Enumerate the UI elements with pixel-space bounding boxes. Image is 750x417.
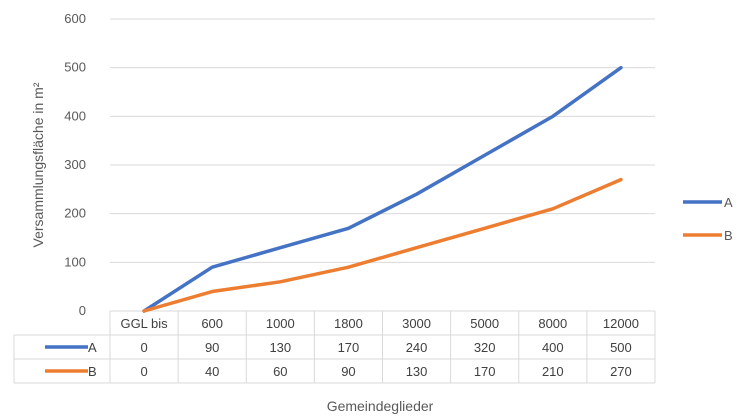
table-cell: 210 bbox=[542, 364, 564, 379]
y-tick-label: 200 bbox=[64, 206, 86, 221]
legend-label: A bbox=[724, 195, 733, 210]
y-tick-label: 100 bbox=[64, 254, 86, 269]
table-cell: 0 bbox=[140, 340, 147, 355]
legend: AB bbox=[683, 195, 733, 243]
table-cell: 270 bbox=[610, 364, 632, 379]
series-line bbox=[142, 65, 623, 313]
series-line bbox=[142, 177, 623, 313]
table-series-label: B bbox=[88, 364, 97, 379]
table-cell: 170 bbox=[338, 340, 360, 355]
series-lines bbox=[142, 65, 623, 313]
table-series-label: A bbox=[88, 340, 97, 355]
table-cell: 170 bbox=[474, 364, 496, 379]
category-label: 12000 bbox=[603, 316, 639, 331]
y-axis-ticks: 0 100 200 300 400 500 600 bbox=[64, 11, 86, 318]
table-cell: 0 bbox=[140, 364, 147, 379]
table-cell: 90 bbox=[341, 364, 355, 379]
table-cell: 400 bbox=[542, 340, 564, 355]
table-cell: 90 bbox=[205, 340, 219, 355]
table-cell: 60 bbox=[273, 364, 287, 379]
table-cell: 40 bbox=[205, 364, 219, 379]
y-tick-label: 0 bbox=[79, 303, 86, 318]
y-tick-label: 500 bbox=[64, 60, 86, 75]
legend-label: B bbox=[724, 228, 733, 243]
y-tick-label: 300 bbox=[64, 157, 86, 172]
category-label: 1800 bbox=[334, 316, 363, 331]
y-tick-label: 400 bbox=[64, 108, 86, 123]
x-axis-title: Gemeindeglieder bbox=[327, 398, 434, 414]
category-label: GGL bis bbox=[120, 316, 168, 331]
category-label: 8000 bbox=[538, 316, 567, 331]
table-cell: 500 bbox=[610, 340, 632, 355]
category-label: 5000 bbox=[470, 316, 499, 331]
table-cell: 130 bbox=[406, 364, 428, 379]
y-axis-title: Versammlungsfläche in m² bbox=[30, 82, 46, 247]
category-label: 1000 bbox=[266, 316, 295, 331]
category-label: 600 bbox=[201, 316, 223, 331]
table-cell: 320 bbox=[474, 340, 496, 355]
y-tick-label: 600 bbox=[64, 11, 86, 26]
category-label: 3000 bbox=[402, 316, 431, 331]
table-cell: 240 bbox=[406, 340, 428, 355]
gridlines bbox=[110, 18, 655, 312]
table-cell: 130 bbox=[269, 340, 291, 355]
